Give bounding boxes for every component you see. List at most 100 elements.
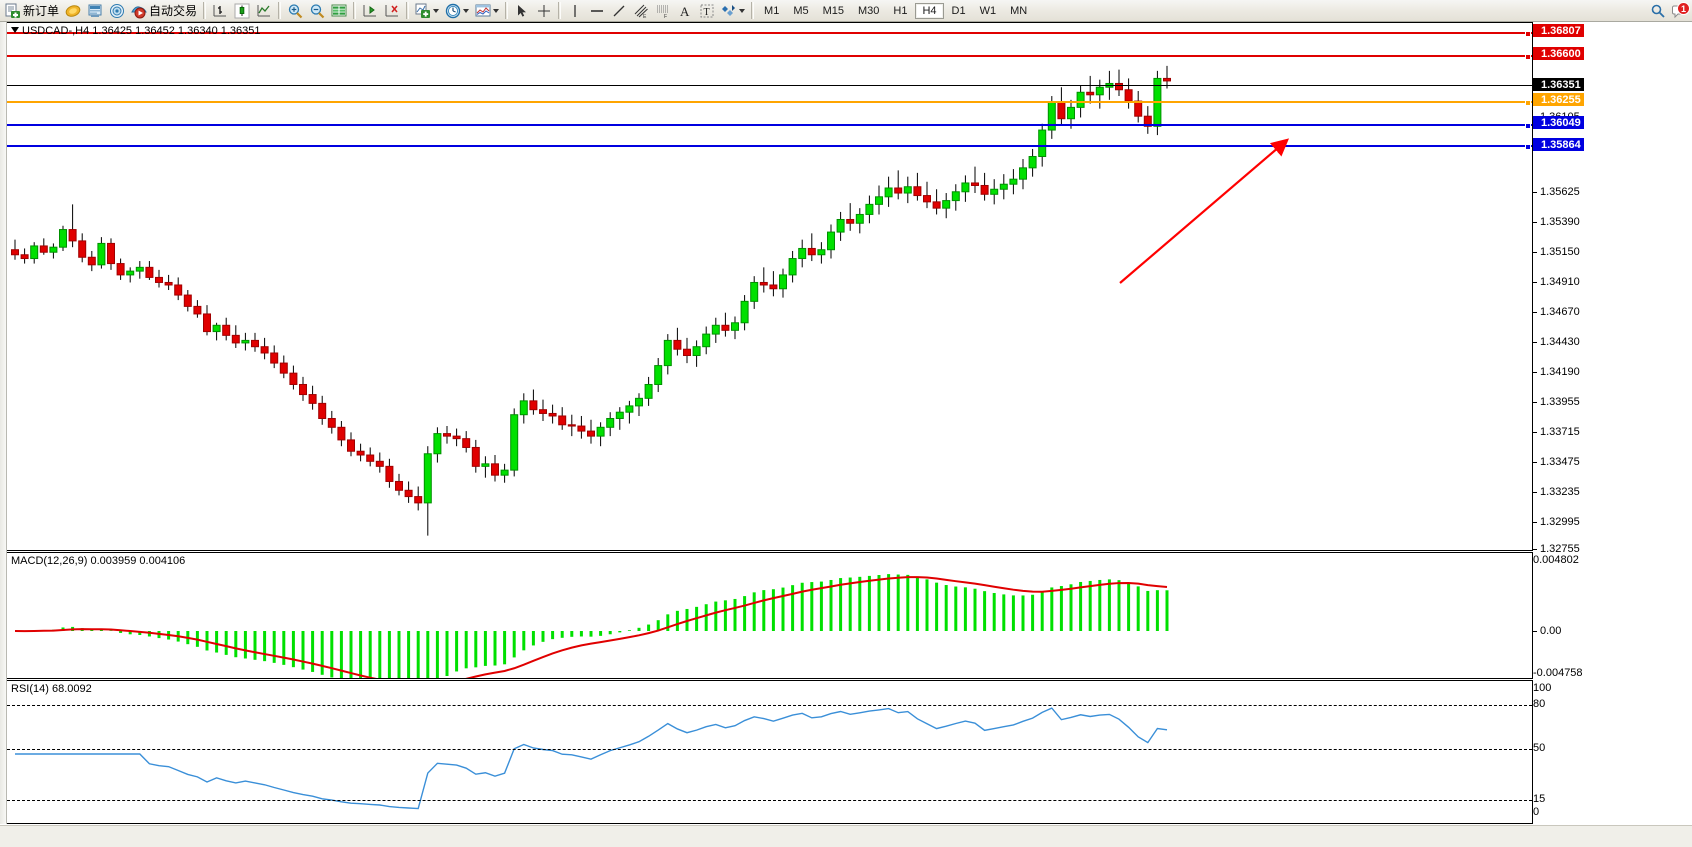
macd-tick: 0.00 [1540,625,1562,637]
chevron-down-icon[interactable] [463,8,470,13]
timeframe-mn[interactable]: MN [1010,4,1028,17]
zoom-in-button[interactable] [285,1,305,21]
rsi-tick: 0 [1533,806,1540,818]
cursor-button[interactable] [512,1,532,21]
chart-title-text: USDCAD-,H4 1.36425 1.36452 1.36340 1.363… [22,25,261,37]
auto-scroll-button[interactable] [382,1,402,21]
timeframe-w1[interactable]: W1 [979,4,997,17]
autotrading-button[interactable]: 自动交易 [129,1,199,21]
indicators-icon [415,3,431,19]
svg-text:A: A [680,4,690,19]
horizontal-line-icon [589,3,605,19]
line-chart-button[interactable] [254,1,274,21]
svg-text:E: E [643,14,647,20]
search-icon[interactable] [1650,3,1666,19]
price-tag-136600[interactable]: 1.36600 [1533,47,1584,60]
autotrading-icon [131,3,147,19]
rsi-label: RSI(14) 68.0092 [11,683,92,695]
fibonacci-button[interactable]: F [653,1,673,21]
price-tick: 1.35390 [1540,216,1580,228]
support-line-135864[interactable] [7,144,1532,150]
data-window-icon [331,3,347,19]
data-window-button[interactable] [329,1,349,21]
notification-badge: 1 [1677,2,1690,15]
cursor-icon [514,3,530,19]
period-button[interactable] [443,1,471,21]
timeframe-m15[interactable]: M15 [822,4,844,17]
gold-button[interactable] [63,1,83,21]
navigator-button[interactable] [107,1,127,21]
toolbar-right-group: 1 [1650,0,1690,22]
timeframe-m5[interactable]: M5 [793,4,809,17]
rsi-axis[interactable]: 100 80 50 15 0 [1532,680,1692,824]
notification-icon[interactable]: 1 [1672,2,1690,19]
timeframe-d1[interactable]: D1 [951,4,966,17]
price-tag-135864[interactable]: 1.35864 [1533,138,1584,151]
current-price-line [7,85,1532,86]
new-order-button[interactable]: 新订单 [3,1,61,21]
indicators-button[interactable] [413,1,441,21]
price-tick: 1.33475 [1540,456,1580,468]
templates-icon [475,3,491,19]
rsi-guide-80 [7,705,1532,706]
new-order-icon [5,3,21,19]
macd-series [14,574,1169,678]
timeframe-group: M1 M5 M15 M30 H1 H4 D1 W1 MN [757,2,1034,19]
resistance-line-136807[interactable] [7,31,1532,37]
chart-left-gripbar[interactable] [0,22,7,824]
price-tag-136255[interactable]: 1.36255 [1533,93,1584,106]
toolbar-separator [505,2,509,19]
support-line-136049[interactable] [7,123,1532,129]
price-pane[interactable]: USDCAD-,H4 1.36425 1.36452 1.36340 1.363… [7,22,1532,551]
chart-shift-button[interactable] [360,1,380,21]
vertical-line-button[interactable] [565,1,585,21]
timeframe-m30[interactable]: M30 [858,4,880,17]
equidistant-channel-button[interactable]: E [631,1,651,21]
candlestick-chart-icon [234,3,250,19]
price-tag-136049[interactable]: 1.36049 [1533,116,1584,129]
resistance-line-136600[interactable] [7,54,1532,60]
macd-pane[interactable]: MACD(12,26,9) 0.003959 0.004106 [7,552,1532,679]
text-label-button[interactable]: T [697,1,717,21]
chart-title: USDCAD-,H4 1.36425 1.36452 1.36340 1.363… [11,25,261,37]
macd-axis[interactable]: 0.004802 0.00 -0.004758 [1532,552,1692,679]
macd-tick: 0.004802 [1533,554,1579,566]
shapes-button[interactable] [719,1,747,21]
timeframe-h4[interactable]: H4 [915,2,944,19]
horizontal-line-button[interactable] [587,1,607,21]
text-button[interactable]: A [675,1,695,21]
toolbar-separator [558,2,562,19]
price-tick: 1.33715 [1540,426,1580,438]
level-line-136255[interactable] [7,100,1532,106]
chevron-down-icon[interactable] [493,8,500,13]
terminal-button[interactable] [85,1,105,21]
bar-chart-button[interactable] [210,1,230,21]
zoom-out-button[interactable] [307,1,327,21]
equidistant-channel-icon: E [633,3,649,20]
chart-shift-icon [362,3,378,19]
gold-icon [65,3,81,19]
price-axis[interactable]: 1.36105 1.35625 1.35390 1.35150 1.34910 … [1532,22,1692,555]
crosshair-button[interactable] [534,1,554,21]
chevron-down-icon[interactable] [433,8,440,13]
new-order-label: 新订单 [23,4,60,18]
svg-text:F: F [664,14,667,20]
price-tick: 1.34910 [1540,276,1580,288]
text-label-icon: T [699,3,715,19]
crosshair-icon [536,3,552,19]
rsi-pane[interactable]: RSI(14) 68.0092 [7,680,1532,824]
price-tick: 1.33955 [1540,396,1580,408]
period-icon [445,3,461,19]
price-tick: 1.34670 [1540,306,1580,318]
rsi-series [15,707,1168,810]
templates-button[interactable] [473,1,501,21]
timeframe-h1[interactable]: H1 [893,4,908,17]
timeframe-m1[interactable]: M1 [764,4,780,17]
chevron-down-icon[interactable] [739,8,746,13]
main-toolbar: 新订单 [0,0,1692,22]
vertical-line-icon [567,3,583,19]
fibonacci-icon: F [655,3,671,20]
price-tag-136807[interactable]: 1.36807 [1533,24,1584,37]
trendline-button[interactable] [609,1,629,21]
candlestick-chart-button[interactable] [232,1,252,21]
